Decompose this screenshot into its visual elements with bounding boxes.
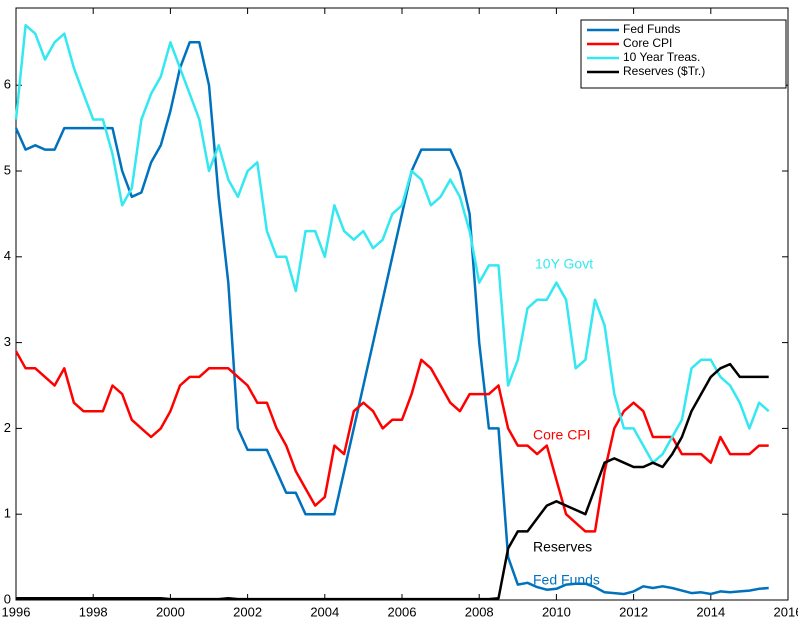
x-tick-label: 2014 [696, 604, 725, 619]
series-line [16, 362, 769, 601]
x-tick-label: 2012 [619, 604, 648, 619]
legend-label: 10 Year Treas. [623, 50, 700, 64]
series-line [14, 23, 770, 464]
legend-box [580, 19, 787, 89]
y-tick-label: 1 [4, 506, 11, 521]
legend-label: Fed Funds [623, 22, 680, 36]
x-tick-label: 2004 [310, 604, 339, 619]
x-tick-label: 1998 [79, 604, 108, 619]
x-tick-label: 1996 [2, 604, 31, 619]
series-line [14, 350, 769, 533]
annotation: Reserves [533, 539, 592, 555]
y-tick-label: 3 [4, 334, 11, 349]
plot-frame [15, 7, 789, 601]
series-line [14, 41, 769, 596]
x-tick-label: 2002 [233, 604, 262, 619]
legend-label: Reserves ($Tr.) [623, 64, 705, 78]
x-tick-label: 2006 [388, 604, 417, 619]
y-tick-label: 2 [4, 420, 11, 435]
legend-label: Core CPI [623, 36, 672, 50]
x-tick-label: 2008 [465, 604, 494, 619]
y-tick-label: 5 [4, 162, 11, 177]
x-tick-label: 2000 [156, 604, 185, 619]
annotation: 10Y Govt [535, 256, 593, 272]
x-tick-label: 2016 [774, 604, 798, 619]
y-tick-label: 0 [4, 591, 11, 606]
y-tick-label: 4 [4, 248, 11, 263]
x-tick-label: 2010 [542, 604, 571, 619]
y-tick-label: 6 [4, 77, 11, 92]
annotation: Fed Funds [533, 572, 600, 588]
annotation: Core CPI [533, 427, 591, 443]
